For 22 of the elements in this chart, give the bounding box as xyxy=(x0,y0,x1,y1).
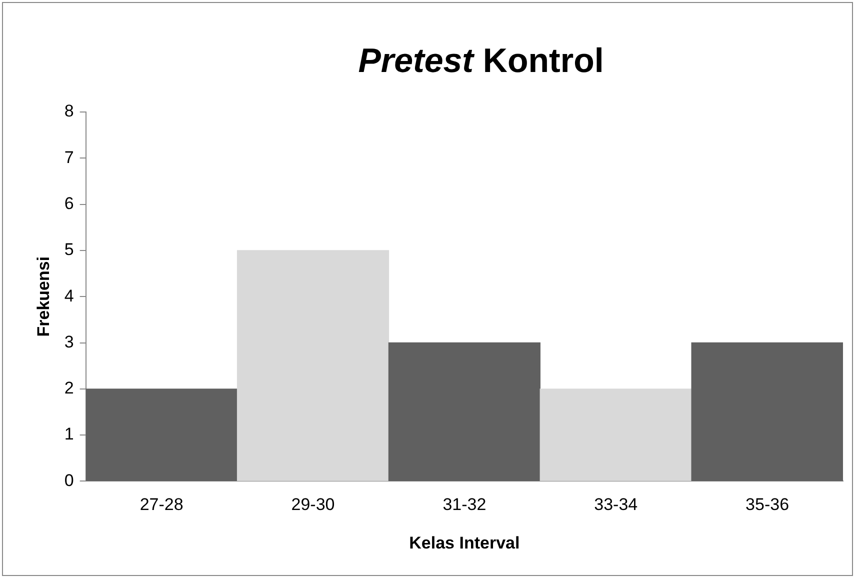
x-tick-label: 29-30 xyxy=(291,495,335,514)
bar xyxy=(236,250,390,482)
bar xyxy=(540,388,692,482)
y-tick-label: 3 xyxy=(64,332,74,352)
x-axis-title: Kelas Interval xyxy=(409,533,520,552)
x-tick-label: 31-32 xyxy=(442,495,486,514)
chart-title: Pretest Kontrol xyxy=(357,42,605,81)
y-tick-label: 7 xyxy=(64,148,74,167)
y-tick-label: 2 xyxy=(64,378,74,398)
x-tick-label: 35-36 xyxy=(746,495,790,514)
y-tick-label: 8 xyxy=(64,102,74,121)
y-tick-label: 1 xyxy=(64,424,74,444)
y-axis-title: Frekuensi xyxy=(34,256,53,337)
y-tick-label: 0 xyxy=(64,470,74,490)
x-tick-label: 27-28 xyxy=(140,495,184,514)
bar xyxy=(691,342,843,482)
y-tick-label: 6 xyxy=(64,194,74,213)
bar xyxy=(86,388,238,482)
x-tick-label: 33-34 xyxy=(594,495,638,514)
y-tick-label: 5 xyxy=(64,240,74,260)
bar xyxy=(388,342,540,482)
y-tick-label: 4 xyxy=(64,286,74,306)
